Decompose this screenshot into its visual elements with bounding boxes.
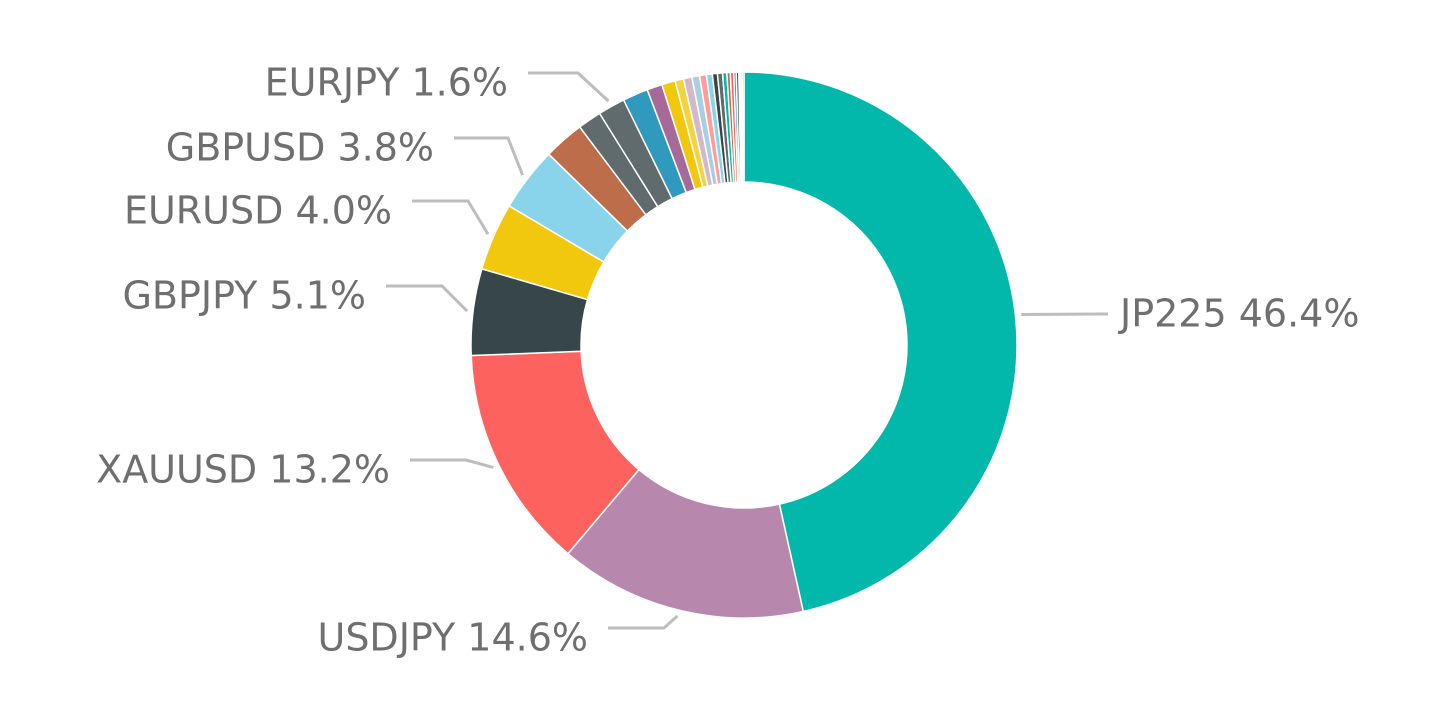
- leader-line-eurusd: [412, 199, 490, 235]
- slice-label-eurusd: EURUSD 4.0%: [124, 189, 392, 233]
- leader-line-xauusd: [410, 458, 494, 469]
- leader-line-gbpjpy: [386, 284, 469, 313]
- slice-label-eurjpy: EURJPY 1.6%: [265, 61, 508, 105]
- leader-line-gbpusd: [454, 136, 525, 176]
- leader-line-eurjpy: [528, 71, 610, 103]
- slice-label-jp225: JP225 46.4%: [1118, 292, 1359, 336]
- slice-label-usdjpy: USDJPY 14.6%: [318, 616, 589, 660]
- donut-slices: [470, 71, 1018, 619]
- slice-labels: JP225 46.4% USDJPY 14.6% XAUUSD 13.2% GBPJP…: [96, 61, 1359, 660]
- leader-line-jp225: [1021, 312, 1108, 317]
- slice-label-xauusd: XAUUSD 13.2%: [96, 448, 390, 492]
- slice-minor-26[interactable]: [741, 71, 745, 183]
- slice-label-gbpusd: GBPUSD 3.8%: [166, 126, 434, 170]
- slice-jp225[interactable]: [743, 71, 1018, 613]
- leader-line-usdjpy: [608, 614, 679, 630]
- slice-label-gbpjpy: GBPJPY 5.1%: [122, 274, 366, 318]
- label-leader-lines: [386, 71, 1108, 630]
